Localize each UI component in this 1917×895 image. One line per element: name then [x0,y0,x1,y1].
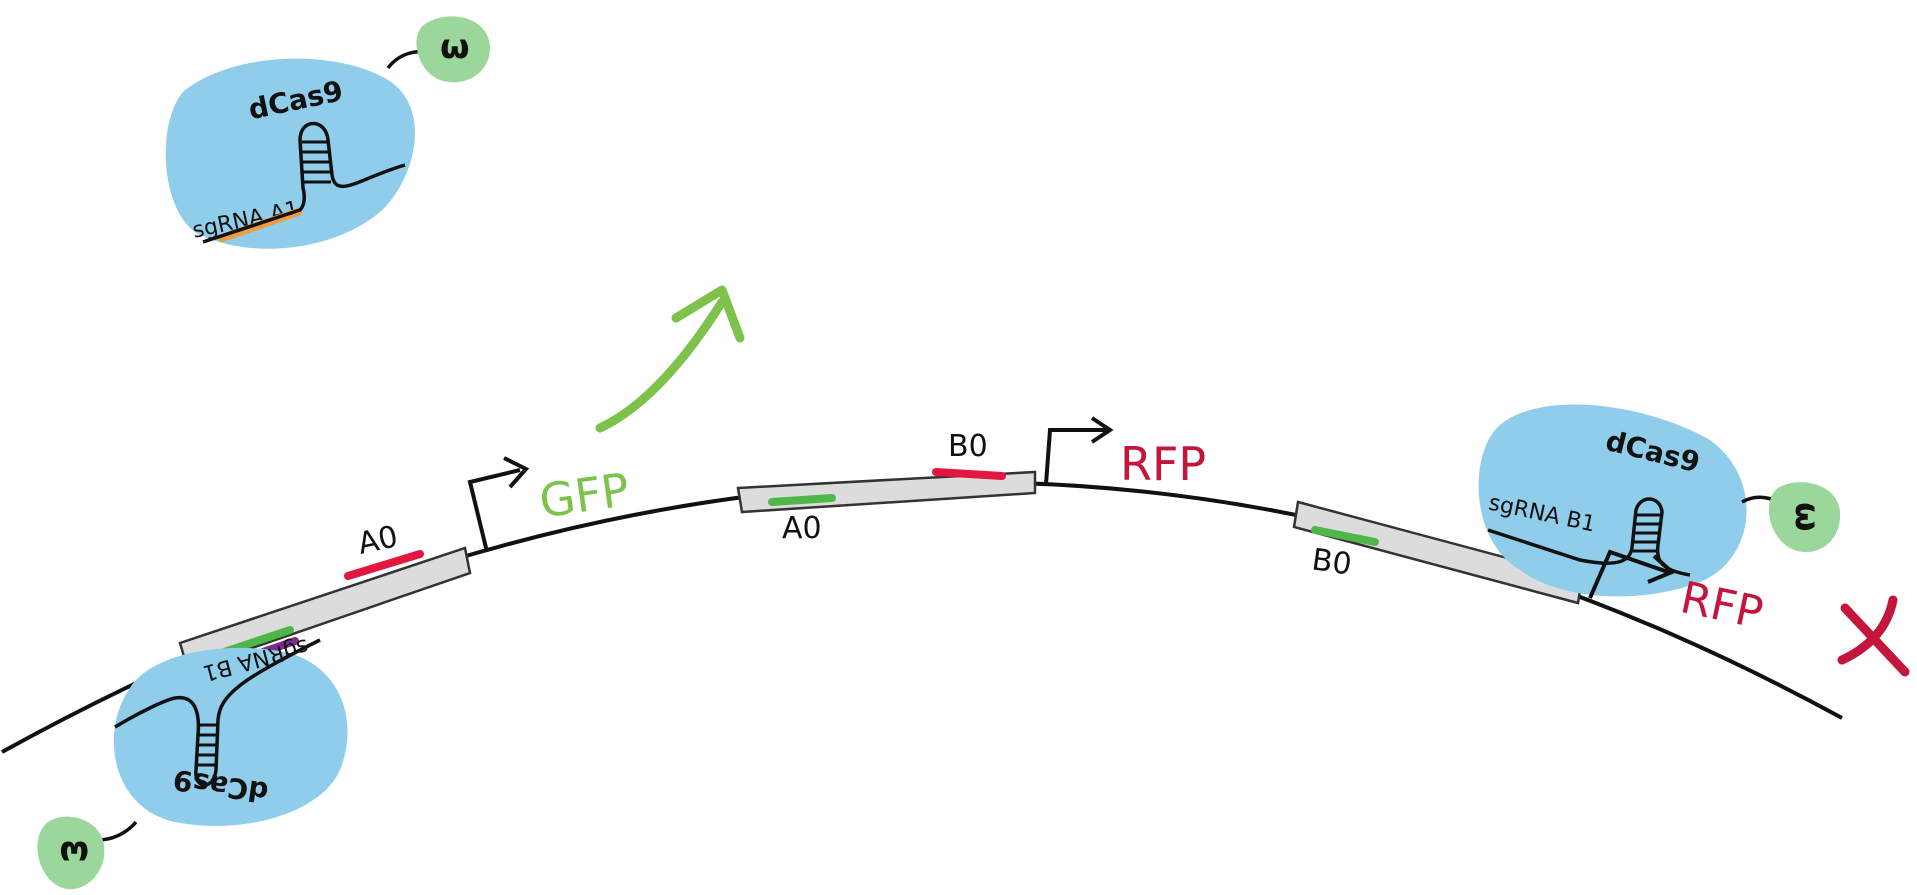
up-arrow-icon [595,297,727,433]
label-a0-left: A0 [355,519,401,561]
dcas9-complex-top: ω dCas9 sgRNA A1 [165,16,490,249]
promoter-arrow-rfp-head [1090,416,1114,444]
omega-symbol-top: ω [440,27,470,67]
segment-middle: A0 B0 [736,429,1037,546]
hairpin-rungs-bottom [196,723,218,767]
site-b0-right [1311,526,1379,546]
omega-blob-right [1768,482,1841,553]
up-arrow-head [671,285,745,343]
label-a0-middle: A0 [782,511,822,546]
dcas9-complex-right: ω dCas9 sgRNA B1 [1478,404,1841,597]
site-a0-middle [768,494,836,506]
omega-blob-top [416,16,490,83]
omega-symbol-bottom: ω [59,833,89,873]
omega-blob-bottom [37,816,105,890]
promoter-arrow-rfp [1044,428,1106,485]
segment-left: A0 [178,519,472,672]
label-b0-right: B0 [1310,542,1354,582]
promoter-arrow-right [1588,549,1669,599]
site-a0-left [344,550,424,580]
promoter-arrow-icon [467,468,521,553]
sgrna-strand-bottom [114,638,321,787]
hairpin-rungs-top [302,140,331,184]
segment-right-body [1292,500,1584,605]
gene-gfp: GFP [536,462,632,528]
omega-symbol-right: ω [1787,502,1827,532]
sgrna-strand-top [202,121,406,244]
promoter-arrow-right-head [1647,554,1676,584]
dcas9-blob-top [165,58,415,249]
dcas9-blob-bottom [113,647,348,826]
gene-rfp-middle: RFP [1120,437,1206,491]
site-b0-middle [932,468,1006,480]
promoter-arrow-head [503,456,530,489]
omega-tether-bottom [97,820,138,842]
gene-rfp-right: RFP [1676,572,1767,639]
hairpin-rungs-right [1633,513,1660,553]
dcas9-complex-bottom: ω dCas9 sgRNA B1 [37,633,348,890]
label-b0-middle: B0 [948,429,988,464]
cross-icon [1837,595,1910,677]
